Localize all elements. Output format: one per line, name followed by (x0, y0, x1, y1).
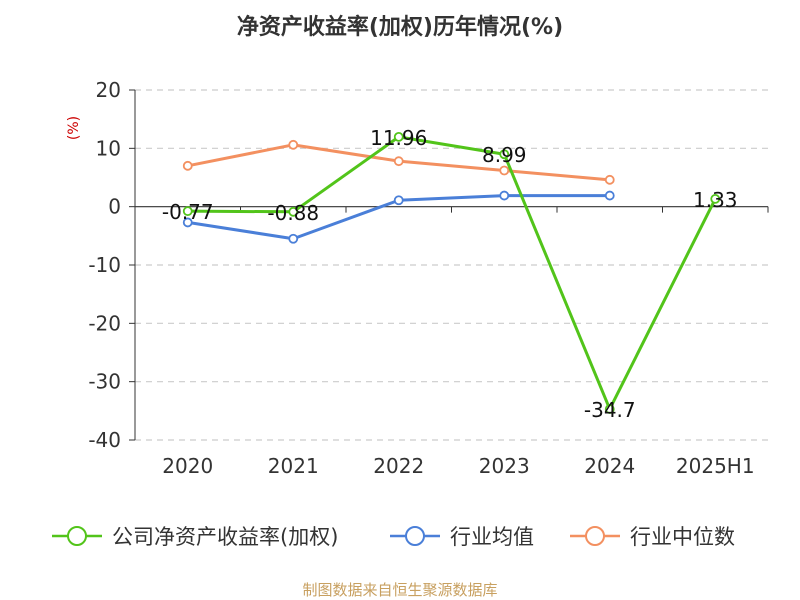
data-point (182, 217, 193, 228)
data-label: -34.7 (584, 398, 636, 422)
data-point (710, 194, 721, 204)
data-point (288, 139, 299, 150)
legend-label: 行业中位数 (630, 525, 735, 549)
data-point (604, 190, 615, 201)
legend-label: 公司净资产收益率(加权) (112, 525, 338, 549)
source-note: 制图数据来自恒生聚源数据库 (302, 581, 497, 599)
data-label: 8.99 (482, 143, 527, 167)
data-point (499, 190, 510, 201)
x-tick-label: 2025H1 (676, 454, 755, 478)
data-point (393, 156, 404, 167)
axes: 20 10 0 -10 -20 -30 -40 2020 2021 2022 2023 2024 202… (88, 78, 769, 478)
data-label: 11.96 (370, 126, 427, 150)
series-line (187, 135, 717, 411)
x-tick-label: 2020 (162, 454, 213, 478)
data-point (393, 195, 404, 206)
data-point (393, 131, 404, 142)
data-point (182, 160, 193, 171)
legend-label: 行业均值 (450, 525, 534, 549)
x-tick-label: 2024 (584, 454, 635, 478)
legend-marker (405, 526, 425, 546)
data-point (288, 206, 299, 217)
y-tick-label: -30 (88, 370, 121, 394)
data-labels: -0.77 -0.88 11.96 8.99 -34.7 1.33 (162, 126, 738, 422)
y-tick-label: -40 (88, 428, 121, 452)
x-tick-label: 2023 (479, 454, 530, 478)
y-tick-label: 0 (108, 195, 121, 219)
grid (135, 89, 768, 441)
y-tick-label: -10 (88, 253, 121, 277)
x-tick-label: 2021 (268, 454, 319, 478)
series-group (182, 131, 721, 414)
x-tick-label: 2022 (373, 454, 424, 478)
data-point (288, 233, 299, 244)
y-axis-label: (%) (66, 116, 82, 140)
legend-marker (585, 526, 605, 546)
data-point (604, 404, 615, 414)
y-tick-label: 10 (96, 136, 121, 160)
data-label: -0.77 (162, 200, 214, 224)
chart-title: 净资产收益率(加权)历年情况(%) (237, 14, 563, 40)
data-point (604, 174, 615, 185)
y-tick-label: 20 (96, 78, 121, 102)
legend-marker (67, 526, 87, 546)
data-point (499, 165, 510, 176)
data-point (182, 206, 193, 217)
data-label: -0.88 (267, 201, 319, 225)
legend: 公司净资产收益率(加权) 行业均值 行业中位数 (52, 525, 735, 549)
data-label: 1.33 (693, 188, 738, 212)
y-tick-label: -20 (88, 311, 121, 335)
data-point (499, 149, 510, 160)
